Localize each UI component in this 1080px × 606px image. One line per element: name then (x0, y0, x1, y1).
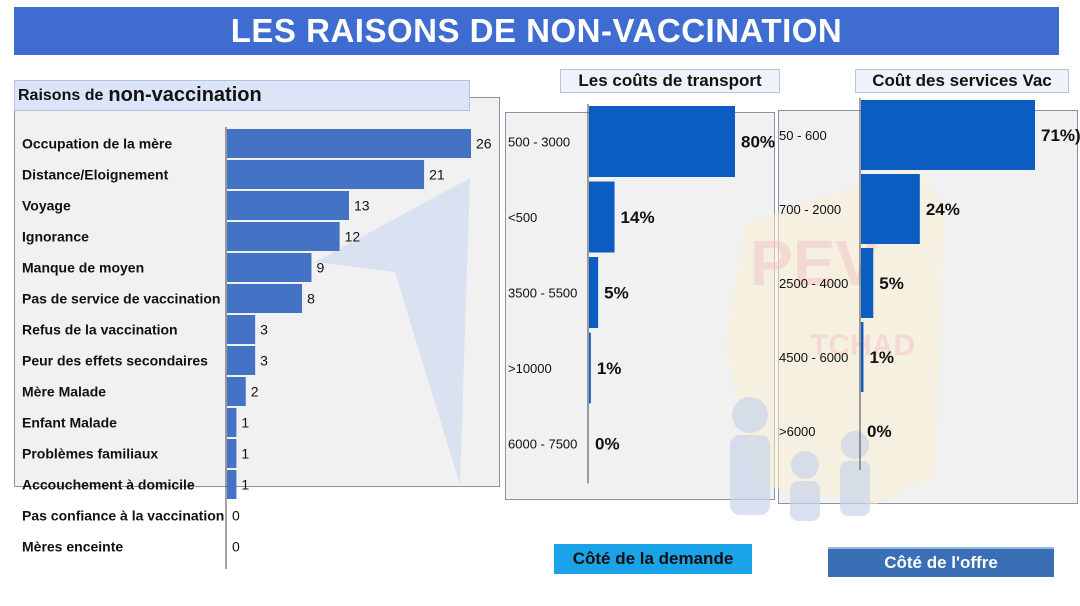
reason-bar-occupation-de-la-m-re (227, 129, 471, 158)
transport-value-10000: 1% (597, 359, 622, 378)
reason-label-accouchement-domicile: Accouchement à domicile (22, 477, 195, 493)
reason-value-voyage: 13 (354, 198, 370, 214)
transport-label-10000: >10000 (508, 361, 552, 376)
transport-label-3500-5500: 3500 - 5500 (508, 286, 577, 301)
reason-value-m-res-enceinte: 0 (232, 539, 240, 555)
reason-label-pas-de-service-de-vaccination: Pas de service de vaccination (22, 291, 220, 307)
page-title: LES RAISONS DE NON-VACCINATION (14, 7, 1059, 55)
reason-bar-accouchement-domicile (227, 470, 237, 499)
reason-label-probl-mes-familiaux: Problèmes familiaux (22, 446, 158, 462)
reason-value-enfant-malade: 1 (241, 415, 249, 431)
transport-label-500: <500 (508, 210, 537, 225)
service-value-50-600: 71%) (1041, 126, 1080, 145)
service-bar-50-600 (861, 100, 1035, 170)
transport-label-500-3000: 500 - 3000 (508, 135, 570, 150)
service-value-700-2000: 24% (926, 200, 960, 219)
reason-bar-m-re-malade (227, 377, 246, 406)
reason-bar-distance-eloignement (227, 160, 425, 189)
service-bar-700-2000 (861, 174, 920, 244)
reason-bar-voyage (227, 191, 349, 220)
reason-value-pas-confiance-la-vaccination: 0 (232, 508, 240, 524)
reason-bar-ignorance (227, 222, 340, 251)
reasons-header: Raisons de non-vaccination (14, 80, 470, 111)
services-chart: 50 - 600 71%) 700 - 2000 24% 2500 - 4000 5% 45… (779, 98, 1080, 470)
transport-label-6000-7500: 6000 - 7500 (508, 437, 577, 452)
reason-bar-manque-de-moyen (227, 253, 312, 282)
reason-bar-enfant-malade (227, 408, 237, 437)
service-label-2500-4000: 2500 - 4000 (779, 276, 848, 291)
reasons-header-prefix: Raisons de (18, 86, 104, 104)
reason-label-pas-confiance-la-vaccination: Pas confiance à la vaccination (22, 508, 224, 524)
transport-bar-3500-5500 (589, 257, 599, 328)
reason-label-distance-eloignement: Distance/Eloignement (22, 167, 169, 183)
reason-value-peur-des-effets-secondaires: 3 (260, 353, 268, 369)
transport-value-500: 14% (621, 208, 655, 227)
reason-label-m-res-enceinte: Mères enceinte (22, 539, 123, 555)
reason-label-refus-de-la-vaccination: Refus de la vaccination (22, 322, 178, 338)
reason-bar-peur-des-effets-secondaires (227, 346, 256, 375)
service-value-4500-6000: 1% (869, 348, 894, 367)
reason-bar-refus-de-la-vaccination (227, 315, 256, 344)
reason-label-occupation-de-la-m-re: Occupation de la mère (22, 136, 172, 152)
reason-value-manque-de-moyen: 9 (316, 260, 324, 276)
reason-value-occupation-de-la-m-re: 26 (476, 136, 492, 152)
reason-label-enfant-malade: Enfant Malade (22, 415, 117, 431)
service-label-50-600: 50 - 600 (779, 128, 827, 143)
transport-bar-500 (589, 181, 615, 253)
service-label-700-2000: 700 - 2000 (779, 202, 841, 217)
service-value-6000: 0% (867, 422, 892, 441)
reason-label-m-re-malade: Mère Malade (22, 384, 106, 400)
service-label-4500-6000: 4500 - 6000 (779, 350, 848, 365)
reason-value-m-re-malade: 2 (251, 384, 259, 400)
transport-bar-10000 (589, 332, 591, 404)
service-label-6000: >6000 (779, 424, 816, 439)
service-bar-2500-4000 (861, 248, 874, 318)
reasons-header-main: non-vaccination (108, 84, 262, 106)
reason-label-peur-des-effets-secondaires: Peur des effets secondaires (22, 353, 208, 369)
reasons-chart: Occupation de la mère 26 Distance/Eloignem… (22, 127, 492, 569)
reason-bar-pas-de-service-de-vaccination (227, 284, 303, 313)
transport-value-6000-7500: 0% (595, 435, 620, 454)
reason-value-ignorance: 12 (345, 229, 361, 245)
reason-value-probl-mes-familiaux: 1 (241, 446, 249, 462)
transport-bar-500-3000 (589, 106, 735, 177)
reason-value-refus-de-la-vaccination: 3 (260, 322, 268, 338)
reason-label-voyage: Voyage (22, 198, 71, 214)
offer-side-button[interactable]: Côté de l'offre (828, 547, 1054, 577)
demand-side-button[interactable]: Côté de la demande (554, 544, 752, 574)
zoom-wedge (315, 178, 470, 485)
service-bar-4500-6000 (861, 322, 864, 392)
reason-value-pas-de-service-de-vaccination: 8 (307, 291, 315, 307)
reason-label-manque-de-moyen: Manque de moyen (22, 260, 144, 276)
reason-label-ignorance: Ignorance (22, 229, 89, 245)
transport-value-3500-5500: 5% (604, 284, 629, 303)
transport-title: Les coûts de transport (560, 69, 780, 93)
reason-value-distance-eloignement: 21 (429, 167, 445, 183)
transport-chart: 500 - 3000 80% <500 14% 3500 - 5500 5% >10000 1… (508, 104, 775, 484)
transport-value-500-3000: 80% (741, 133, 775, 152)
service-value-2500-4000: 5% (879, 274, 904, 293)
reason-value-accouchement-domicile: 1 (241, 477, 249, 493)
reason-bar-probl-mes-familiaux (227, 439, 237, 468)
services-title: Coût des services Vac (855, 69, 1069, 93)
